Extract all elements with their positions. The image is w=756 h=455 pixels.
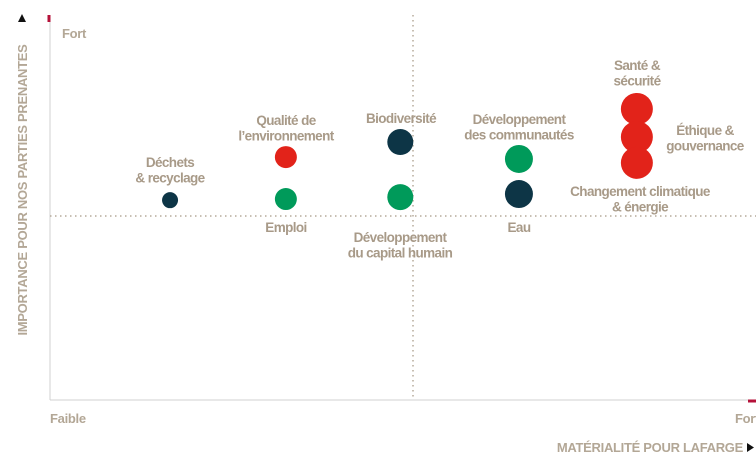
x-axis-arrow [747, 443, 754, 452]
bubble [387, 129, 414, 156]
bubble [274, 188, 297, 211]
point-label: Qualité de [256, 113, 316, 128]
bubble [274, 146, 297, 169]
y-high-label: Fort [62, 26, 87, 41]
point-label: Changement climatique [570, 184, 711, 199]
x-high-label: Fort [735, 411, 756, 426]
y-axis-arrow [18, 14, 26, 22]
point-label: Santé & [614, 58, 661, 73]
point-label: Eau [508, 220, 531, 235]
point-label: Biodiversité [366, 111, 437, 126]
point-label: Éthique & [676, 123, 734, 138]
bubble [504, 144, 533, 173]
bubble [620, 146, 653, 179]
point-label: sécurité [614, 74, 662, 89]
point-label: Développement [473, 112, 567, 127]
bubble [620, 121, 653, 154]
point-label: des communautés [464, 128, 574, 143]
point-label: Emploi [265, 220, 306, 235]
point-label: l’environnement [238, 129, 334, 144]
point-label: Déchets [146, 155, 194, 170]
y-axis-title: IMPORTANCE POUR NOS PARTIES PRENANTES [15, 44, 30, 336]
bubble [387, 184, 414, 211]
bubble [620, 92, 653, 125]
point-label: & énergie [612, 200, 669, 215]
point-label: du capital humain [348, 246, 453, 261]
point-label: & recyclage [135, 171, 205, 186]
bubble [504, 180, 533, 209]
bubble [162, 192, 179, 209]
x-low-label: Faible [50, 411, 86, 426]
x-axis-title: MATÉRIALITÉ POUR LAFARGE [557, 440, 744, 455]
point-label: Développement [354, 230, 448, 245]
point-label: gouvernance [666, 139, 745, 154]
